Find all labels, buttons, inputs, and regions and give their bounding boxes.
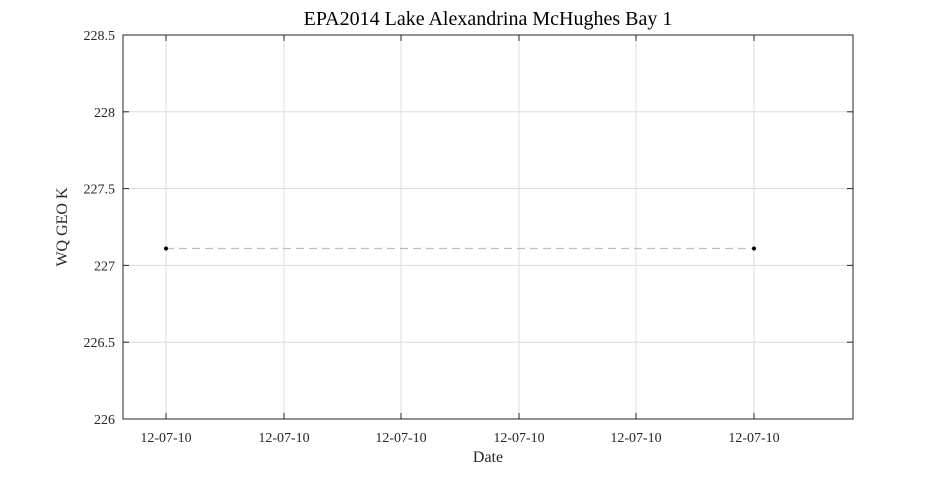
x-tick-label: 12-07-10 [493,431,544,446]
ticks: 12-07-10 12-07-10 12-07-10 12-07-10 12-07-10… [84,29,853,446]
chart-title: EPA2014 Lake Alexandrina McHughes Bay 1 [304,8,673,30]
x-tick-label: 12-07-10 [258,431,309,446]
y-axis-label: WQ GEO K [54,187,71,267]
x-tick-label: 12-07-10 [375,431,426,446]
y-tick-label: 228.5 [84,29,116,44]
x-tick-label: 12-07-10 [610,431,661,446]
x-axis-label: Date [473,449,503,466]
data-point [752,246,756,251]
x-tick-label: 12-07-10 [728,431,779,446]
series-layer [164,246,756,251]
data-point [164,246,168,251]
y-tick-label: 227 [94,259,115,274]
x-tick-label: 12-07-10 [140,431,191,446]
y-tick-label: 226 [94,413,115,428]
y-tick-label: 226.5 [84,336,116,351]
y-tick-label: 227.5 [84,183,116,198]
y-tick-label: 228 [94,106,115,121]
plot-frame [122,34,854,420]
grid [123,35,853,419]
